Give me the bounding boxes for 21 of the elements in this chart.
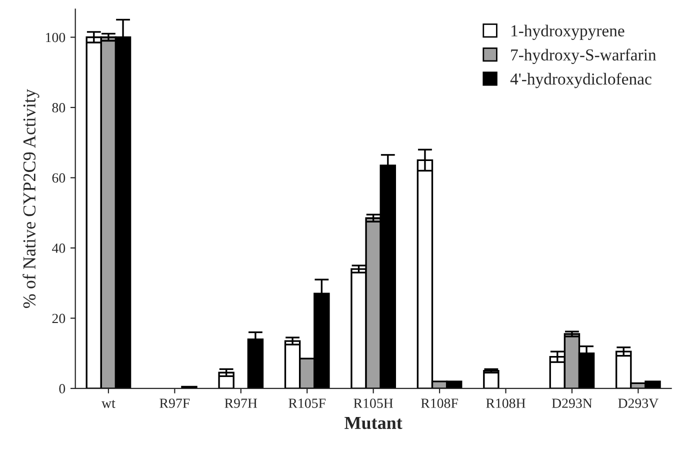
- x-tick-label: R97H: [224, 398, 258, 408]
- x-tick-label: D293N: [552, 398, 592, 408]
- x-tick-label: R108H: [486, 398, 526, 408]
- legend-label: 4'-hydroxydiclofenac: [510, 72, 652, 88]
- x-tick-label: D293V: [618, 398, 658, 408]
- legend-label: 1-hydroxypyrene: [512, 24, 624, 40]
- x-tick-label: wt: [102, 400, 116, 408]
- y-tick-label: 100: [46, 32, 66, 42]
- y-tick-label: 0: [59, 384, 66, 394]
- bar: [483, 370, 500, 388]
- x-axis-title: Mutant: [344, 417, 402, 430]
- x-tick-label: R97F: [160, 398, 190, 408]
- legend-label: 7-hydroxy-S-warfarin: [511, 48, 656, 64]
- y-tick-label: 60: [52, 173, 66, 183]
- y-tick-label: 20: [52, 314, 66, 324]
- x-tick-label: R108F: [421, 398, 458, 408]
- y-tick-label: 80: [52, 103, 66, 112]
- x-tick-label: R105H: [354, 398, 393, 408]
- x-tick-label: R105F: [288, 398, 326, 408]
- y-axis-title: % of Native CYP2C9 Activity: [22, 89, 40, 308]
- y-tick-label: 40: [52, 244, 66, 253]
